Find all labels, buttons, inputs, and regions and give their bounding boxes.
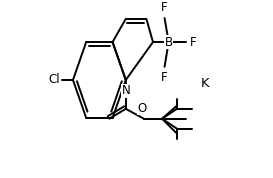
Text: O: O xyxy=(138,102,147,115)
Text: F: F xyxy=(190,36,197,49)
Text: F: F xyxy=(161,71,168,84)
Text: N: N xyxy=(121,84,130,97)
Text: B: B xyxy=(165,36,173,49)
Text: F: F xyxy=(161,1,168,14)
Text: K: K xyxy=(201,77,209,90)
Text: Cl: Cl xyxy=(48,74,60,87)
